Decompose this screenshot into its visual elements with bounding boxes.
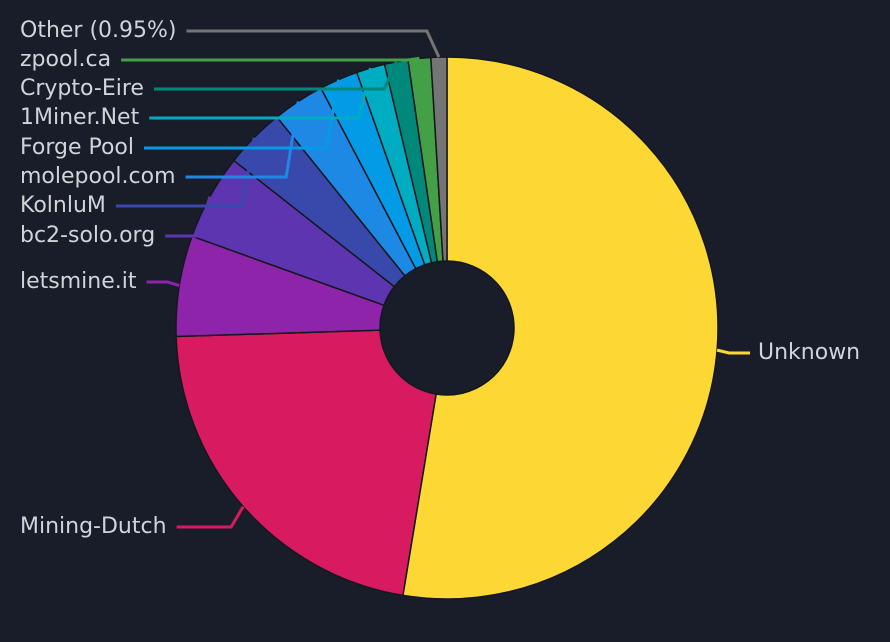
leader-line	[115, 137, 256, 208]
leader-line	[121, 56, 420, 62]
slice-label: bc2-solo.org	[20, 223, 155, 248]
slice-label: 1Miner.Net	[20, 105, 140, 130]
leader-line	[153, 61, 398, 91]
slice-label: zpool.ca	[20, 47, 111, 72]
leader-line	[144, 79, 341, 150]
leader-line	[149, 67, 373, 120]
leader-line	[716, 348, 750, 355]
leader-line	[176, 505, 245, 529]
slice-label: molepool.com	[20, 164, 176, 189]
slice-label: Crypto-Eire	[20, 76, 144, 101]
slice-label: letsmine.it	[20, 269, 137, 294]
slice-label: Forge Pool	[20, 135, 134, 160]
slice-label: Unknown	[758, 340, 860, 365]
leader-line	[185, 101, 300, 179]
leader-line	[186, 29, 441, 58]
leader-line	[165, 196, 212, 238]
slice	[402, 56, 719, 600]
slice	[175, 329, 437, 597]
slice	[430, 56, 448, 262]
slice-label: Other (0.95%)	[20, 18, 177, 43]
slice-label: KolnluM	[20, 193, 106, 218]
leader-line	[146, 280, 180, 288]
slice-label: Mining-Dutch	[20, 514, 167, 539]
